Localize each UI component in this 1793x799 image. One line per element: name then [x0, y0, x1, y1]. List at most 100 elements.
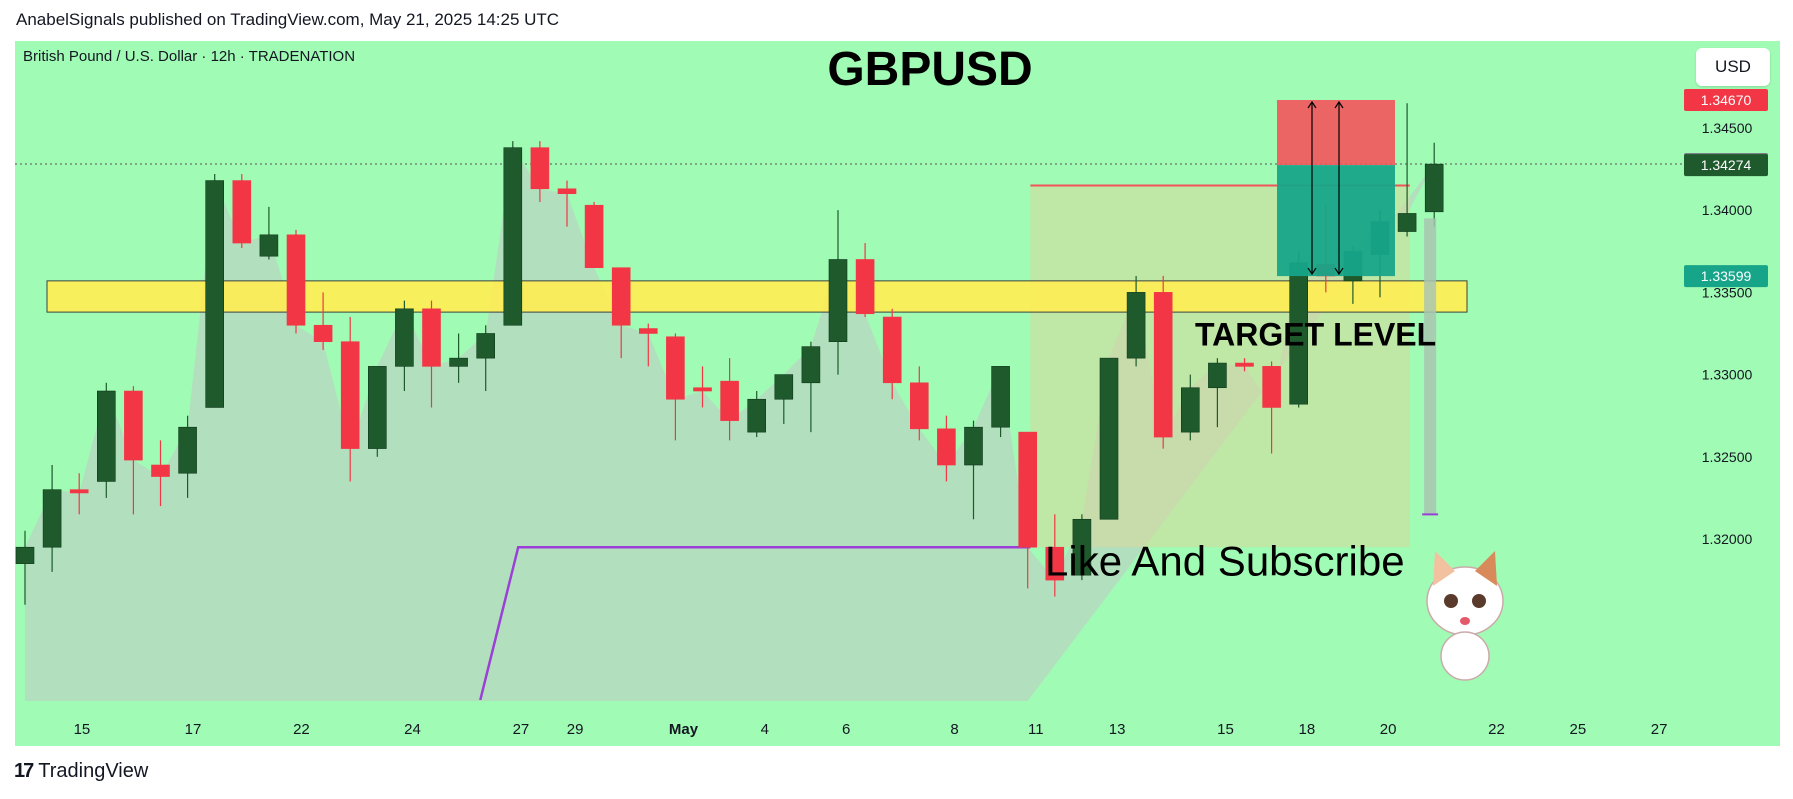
candle-body — [611, 267, 631, 326]
y-tick-label: 1.34500 — [1702, 120, 1753, 136]
candle-body — [313, 324, 333, 342]
measure-arrow-head — [1334, 267, 1344, 276]
x-tick-label: 20 — [1380, 721, 1397, 738]
x-tick-label: 15 — [74, 721, 91, 738]
x-tick-label: 22 — [293, 721, 310, 738]
chart-title: GBPUSD — [827, 43, 1032, 96]
candle-body — [15, 546, 35, 564]
price-label-box — [1684, 265, 1768, 288]
tradingview-logo-text: TradingView — [38, 760, 149, 782]
y-tick-label: 1.32000 — [1702, 531, 1753, 547]
price-label: 1.33599 — [1701, 268, 1752, 284]
target-zone — [46, 280, 1468, 313]
candle-body — [693, 387, 712, 392]
x-tick-label: 15 — [1217, 721, 1234, 738]
candle-body — [340, 341, 360, 449]
measure-arrow-head — [1334, 100, 1344, 109]
support-line — [479, 545, 1031, 701]
candle-body — [937, 428, 956, 466]
cat-eye-right — [1472, 594, 1486, 608]
candle-body — [882, 316, 902, 384]
candle-body — [964, 426, 983, 466]
tradingview-logo[interactable]: 17 TradingView — [14, 760, 148, 783]
candle-body — [151, 464, 170, 477]
x-tick-label: 22 — [1488, 721, 1505, 738]
price-label-box — [1684, 89, 1768, 111]
candle-body — [1262, 366, 1281, 408]
x-tick-label: 24 — [404, 721, 421, 738]
candle-body — [1235, 362, 1254, 367]
candle-body — [747, 398, 767, 433]
x-tick-label: 27 — [1651, 721, 1668, 738]
y-tick-label: 1.32500 — [1702, 449, 1753, 465]
y-tick-label: 1.33500 — [1702, 284, 1753, 300]
candle-body — [1424, 163, 1444, 213]
candle-body — [720, 380, 739, 421]
candle-body — [124, 390, 143, 461]
candle-body — [232, 180, 252, 244]
candle-body — [503, 147, 523, 326]
candle-body — [422, 308, 441, 367]
candle-body — [449, 357, 468, 367]
candle-body — [205, 180, 224, 408]
cat-sticker-icon — [1426, 551, 1504, 681]
candle-body — [801, 346, 821, 384]
candle-body — [1153, 292, 1173, 438]
x-tick-label: 29 — [567, 721, 584, 738]
candle-body — [774, 374, 794, 400]
candle-body — [178, 426, 197, 474]
x-tick-label: 18 — [1298, 721, 1315, 738]
y-tick-label: 1.33000 — [1702, 367, 1753, 383]
measure-arrow-head — [1307, 267, 1317, 276]
x-tick-label: 27 — [513, 721, 530, 738]
x-tick-label: 11 — [1028, 721, 1044, 738]
candle-body — [638, 328, 658, 334]
x-tick-label: 8 — [950, 721, 958, 738]
candle-body — [530, 147, 550, 190]
candle-body — [1045, 546, 1065, 581]
chart-canvas[interactable]: 1.34500 1.34000 1.33500 1.33000 1.32500 1.320… — [15, 41, 1780, 746]
x-tick-label: 17 — [185, 721, 202, 738]
candle-body — [1181, 387, 1200, 433]
candle-body — [1208, 362, 1227, 389]
take-profit-box — [1277, 165, 1395, 277]
cat-eye-left — [1444, 594, 1458, 608]
candle-body — [286, 234, 306, 326]
candle-body — [1126, 292, 1146, 359]
stop-loss-box — [1277, 100, 1395, 166]
candle-body — [1397, 213, 1417, 232]
tradingview-mark-icon: 17 — [14, 760, 34, 782]
candle-body — [259, 234, 279, 257]
candle-body — [666, 336, 685, 400]
candle-body — [557, 188, 577, 195]
cat-body — [1440, 631, 1490, 681]
chart-area[interactable]: 1.34500 1.34000 1.33500 1.33000 1.32500 1.320… — [15, 41, 1780, 746]
projection-bar — [1424, 218, 1437, 515]
candle-body — [42, 489, 62, 548]
price-label: 1.34274 — [1701, 157, 1752, 173]
cat-mouth — [1460, 617, 1470, 625]
publish-header: AnabelSignals published on TradingView.c… — [16, 10, 560, 29]
price-label-box — [1684, 154, 1768, 177]
candle-body — [69, 489, 89, 494]
annotation-like-subscribe: Like And Subscribe — [1045, 538, 1405, 585]
annotation-target-level: TARGET LEVEL — [1195, 316, 1436, 352]
candle-body — [476, 333, 496, 359]
candle-body — [991, 366, 1010, 428]
candle-body — [828, 259, 848, 342]
x-tick-label: 6 — [842, 721, 850, 738]
x-tick-label: May — [669, 721, 699, 738]
y-tick-label: 1.34000 — [1702, 202, 1753, 218]
currency-button[interactable]: USD — [1696, 48, 1770, 86]
price-label: 1.34670 — [1701, 92, 1752, 108]
candle-body — [1099, 357, 1119, 520]
cat-ear-right — [1475, 551, 1497, 586]
candle-body — [584, 204, 604, 269]
x-tick-label: 4 — [761, 721, 769, 738]
candle-body — [909, 382, 929, 430]
candle-body — [1072, 518, 1092, 576]
candle-body — [367, 366, 387, 449]
candle-body — [395, 308, 414, 367]
x-tick-label: 25 — [1569, 721, 1586, 738]
x-tick-label: 13 — [1109, 721, 1126, 738]
